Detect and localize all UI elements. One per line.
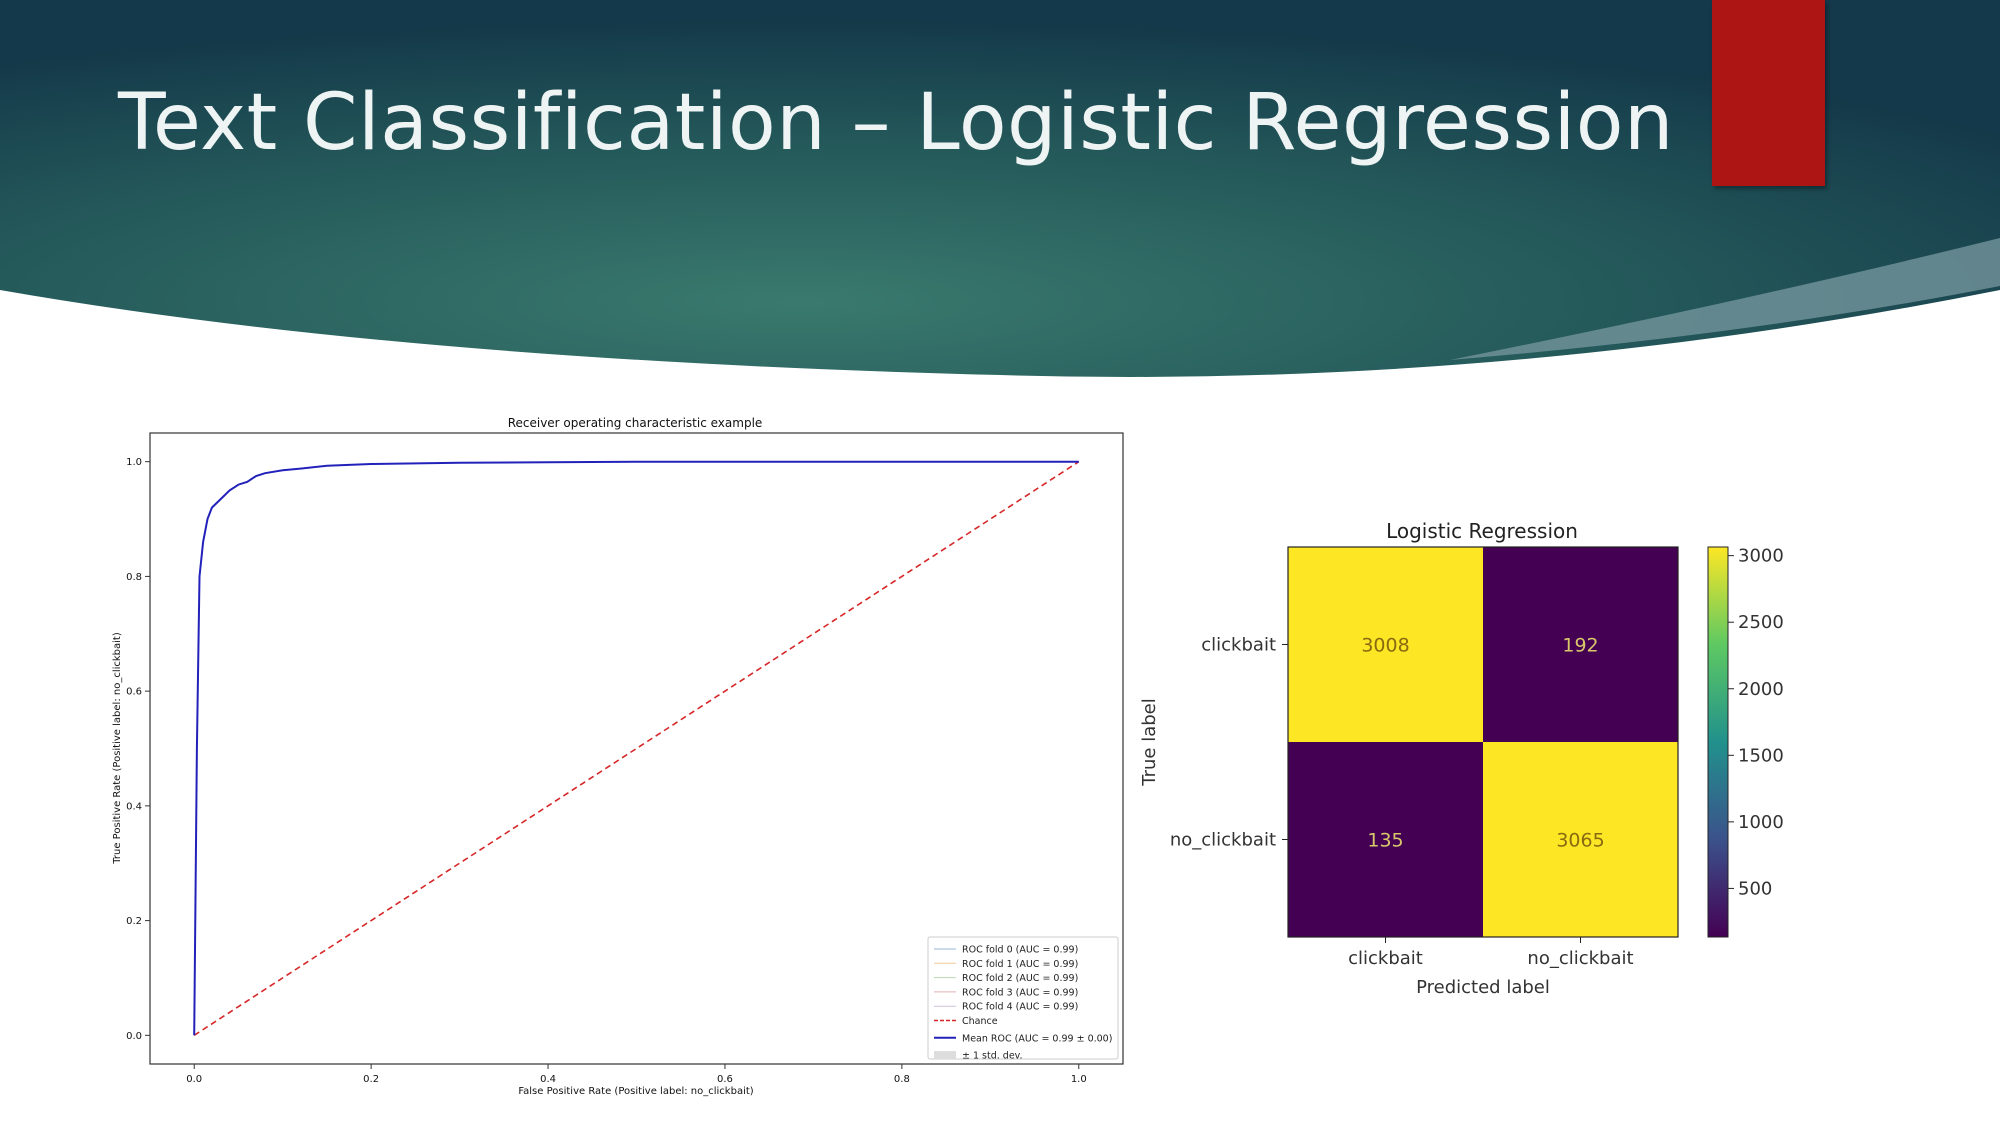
cm-cell [1483, 742, 1678, 937]
cm-cells: 3008 192 135 3065 [1288, 547, 1678, 937]
cm-colorbar-tick-label: 1000 [1738, 812, 1784, 833]
cm-cell [1288, 547, 1483, 742]
roc-x-label: False Positive Rate (Positive label: no_… [518, 1086, 753, 1097]
roc-legend-box [927, 936, 1119, 1060]
accent-bar [1712, 0, 1825, 186]
cm-cell-value: 135 [1367, 830, 1403, 852]
cm-colorbar [1707, 546, 1729, 938]
banner-background [0, 0, 2000, 377]
cm-x-tick-label: no_clickbait [1527, 948, 1633, 969]
cm-colorbar-tick-label: 2000 [1738, 679, 1784, 700]
roc-legend-label: ROC fold 2 (AUC = 0.99) [962, 973, 1078, 984]
roc-x-ticks: 0.0 0.2 0.4 0.6 0.8 1.0 [186, 1064, 1087, 1085]
cm-colorbar-tick-label: 1500 [1738, 745, 1784, 766]
roc-y-tick-label: 1.0 [126, 457, 142, 468]
roc-y-tick-label: 0.6 [126, 687, 142, 698]
roc-legend-label: ROC fold 4 (AUC = 0.99) [962, 1002, 1078, 1013]
roc-y-ticks: 0.0 0.2 0.4 0.6 0.8 1.0 [126, 457, 150, 1042]
cm-cell [1288, 742, 1483, 937]
roc-legend-label: ROC fold 1 (AUC = 0.99) [962, 959, 1078, 970]
banner-swoosh [1450, 238, 2000, 360]
roc-legend-label: ROC fold 0 (AUC = 0.99) [962, 945, 1078, 956]
roc-legend-label: ± 1 std. dev. [962, 1051, 1023, 1062]
roc-x-tick-label: 0.8 [894, 1074, 910, 1085]
confusion-matrix-chart: Logistic Regression 3008 192 135 3065 click… [1139, 519, 1784, 998]
slide-title: Text Classification – Logistic Regressio… [118, 78, 1674, 168]
title-banner [0, 0, 2000, 377]
cm-cell-value: 3008 [1361, 635, 1409, 657]
cm-y-tick-label: clickbait [1201, 635, 1276, 656]
roc-legend-swatch [934, 1051, 956, 1060]
cm-cell [1483, 547, 1678, 742]
cm-x-label: Predicted label [1416, 977, 1550, 998]
cm-y-tick-label: no_clickbait [1170, 830, 1276, 851]
roc-x-tick-label: 0.2 [363, 1074, 379, 1085]
cm-cell-value: 3065 [1556, 830, 1604, 852]
roc-y-tick-label: 0.8 [126, 572, 142, 583]
cm-x-tick-label: clickbait [1348, 948, 1423, 969]
cm-colorbar-tick-label: 3000 [1738, 546, 1784, 567]
roc-legend-label: Mean ROC (AUC = 0.99 ± 0.00) [962, 1033, 1112, 1044]
cm-frame [1287, 546, 1679, 938]
cm-cell-value: 192 [1562, 635, 1598, 657]
roc-y-tick-label: 0.4 [126, 801, 142, 812]
roc-x-tick-label: 0.4 [540, 1074, 556, 1085]
cm-title: Logistic Regression [1386, 519, 1578, 543]
roc-x-tick-label: 0.6 [717, 1074, 733, 1085]
cm-colorbar-ticks: 500 1000 1500 2000 2500 3000 [1728, 546, 1784, 899]
roc-title: Receiver operating characteristic exampl… [508, 416, 763, 430]
roc-chart: Receiver operating characteristic exampl… [112, 416, 1124, 1097]
roc-x-tick-label: 1.0 [1071, 1074, 1087, 1085]
cm-colorbar-tick-label: 2500 [1738, 612, 1784, 633]
cm-axis-ticks: clickbait no_clickbait clickbait no_clickba… [1170, 635, 1634, 970]
roc-legend-label: ROC fold 3 (AUC = 0.99) [962, 987, 1078, 998]
cm-y-label: True label [1139, 698, 1160, 787]
roc-x-tick-label: 0.0 [186, 1074, 202, 1085]
roc-legend: ROC fold 0 (AUC = 0.99) ROC fold 1 (AUC =… [927, 936, 1119, 1062]
roc-y-tick-label: 0.0 [126, 1031, 142, 1042]
roc-chance-line [193, 461, 1080, 1036]
roc-y-tick-label: 0.2 [126, 916, 142, 927]
roc-legend-label: Chance [962, 1016, 998, 1027]
cm-colorbar-tick-label: 500 [1738, 878, 1772, 899]
roc-y-label: True Positive Rate (Positive label: no_c… [112, 632, 123, 865]
roc-mean-curve [193, 460, 1079, 1036]
